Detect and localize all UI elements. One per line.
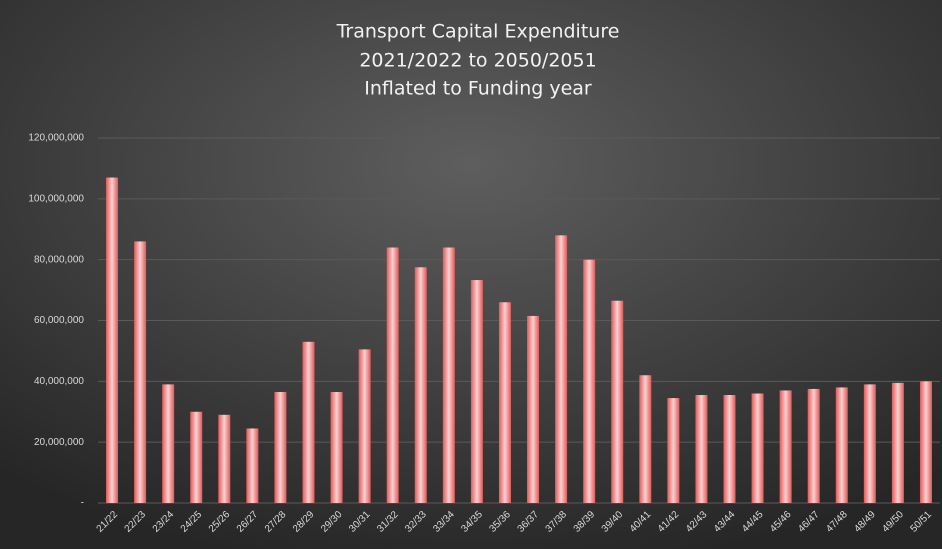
bar <box>414 267 427 503</box>
bar <box>555 235 568 504</box>
chart-title: Transport Capital Expenditure <box>336 21 620 43</box>
bar <box>330 391 343 503</box>
bar <box>667 398 680 503</box>
bar <box>807 388 820 503</box>
bar <box>386 247 399 503</box>
bar <box>106 177 119 503</box>
y-tick-label: - <box>81 498 84 509</box>
bar <box>162 384 175 503</box>
chart-title: 2021/2022 to 2050/2051 <box>359 50 596 72</box>
bar <box>274 391 287 503</box>
bar <box>246 428 259 503</box>
y-tick-label: 80,000,000 <box>34 254 84 265</box>
bar <box>639 375 652 503</box>
bar <box>302 341 315 503</box>
bar <box>919 381 932 503</box>
y-tick-label: 40,000,000 <box>34 376 84 387</box>
y-tick-label: 120,000,000 <box>28 133 84 144</box>
bar <box>527 315 540 503</box>
chart-title: Inflated to Funding year <box>364 78 592 100</box>
bar <box>358 349 371 503</box>
bar <box>583 259 596 503</box>
bar <box>442 247 455 503</box>
bar <box>611 300 624 503</box>
bar <box>891 382 904 503</box>
bar <box>835 387 848 503</box>
bar <box>779 390 792 503</box>
bar <box>695 395 708 503</box>
bar <box>723 395 736 503</box>
bar <box>863 384 876 503</box>
bar <box>470 280 483 503</box>
bar <box>134 241 147 503</box>
y-tick-label: 60,000,000 <box>34 315 84 326</box>
bar <box>190 411 203 503</box>
bar <box>751 393 764 503</box>
y-tick-label: 20,000,000 <box>34 437 84 448</box>
bar <box>218 414 231 503</box>
y-tick-label: 100,000,000 <box>28 193 84 204</box>
bar <box>498 302 511 503</box>
